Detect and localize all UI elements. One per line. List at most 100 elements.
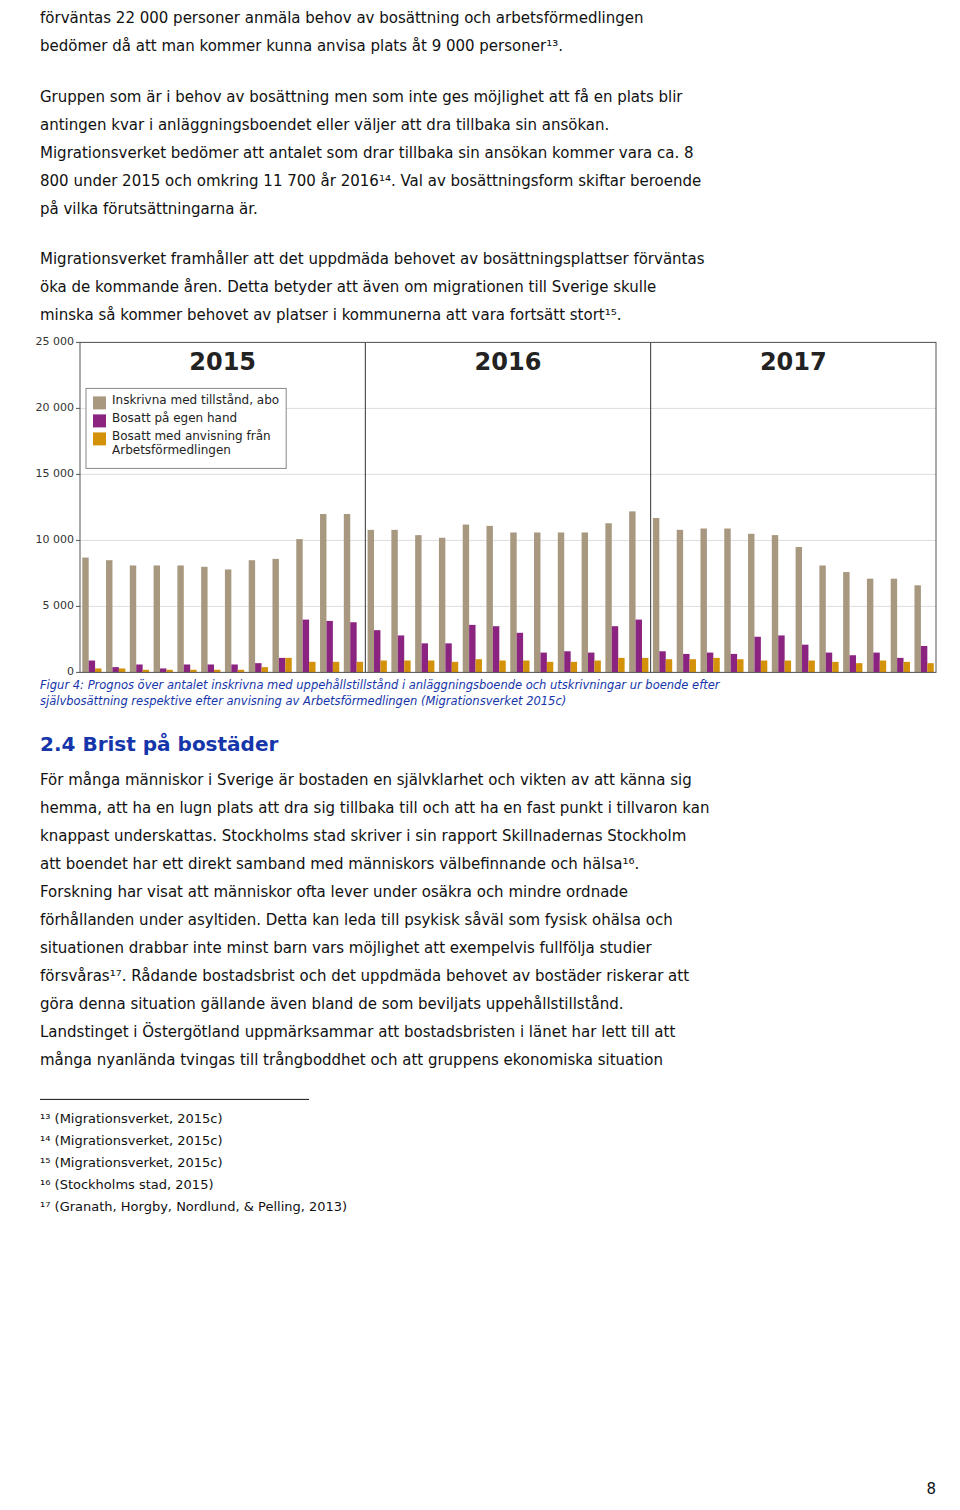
bar: [891, 579, 897, 673]
legend-label: Inskrivna med tillstånd, abo: [112, 393, 279, 407]
bar: [136, 664, 142, 672]
bar: [398, 635, 404, 672]
bar: [571, 662, 577, 673]
bar: [374, 630, 380, 672]
bar: [867, 579, 873, 673]
bar: [404, 661, 410, 673]
bar: [249, 560, 255, 672]
bar: [303, 620, 309, 673]
bar: [523, 661, 529, 673]
bar: [415, 535, 421, 672]
page-number: 8: [926, 1480, 936, 1498]
bar: [510, 532, 516, 672]
body-line: hemma, att ha en lugn plats att dra sig …: [40, 799, 709, 817]
bar: [225, 569, 231, 672]
grid-line: [80, 474, 936, 475]
bar: [320, 514, 326, 672]
legend-swatch: [93, 432, 106, 445]
paragraph-line: bedömer då att man kommer kunna anvisa p…: [40, 37, 563, 55]
legend-swatch: [93, 414, 106, 427]
bar: [796, 547, 802, 672]
bar: [754, 637, 760, 673]
tick-label: 25 000: [36, 335, 75, 348]
tick-mark: [76, 606, 80, 607]
bar: [469, 625, 475, 673]
bar: [130, 565, 136, 672]
bar: [486, 526, 492, 673]
bar: [499, 661, 505, 673]
footnote: ¹⁷ (Granath, Horgby, Nordlund, & Pelling…: [40, 1199, 347, 1214]
bar: [422, 643, 428, 672]
bar: [785, 661, 791, 673]
bar: [154, 565, 160, 672]
bar: [914, 585, 920, 672]
grid-line: [80, 606, 936, 607]
bar: [659, 651, 665, 672]
bar: [605, 523, 611, 672]
bar: [761, 661, 767, 673]
bar: [713, 658, 719, 673]
bar: [255, 663, 261, 672]
bars: [82, 511, 933, 672]
body-line: förhållanden under asyltiden. Detta kan …: [40, 911, 673, 929]
tick-mark: [76, 408, 80, 409]
year-label: 2017: [760, 348, 827, 376]
tick-mark: [76, 342, 80, 343]
bar: [724, 529, 730, 673]
bar: [772, 535, 778, 672]
bar: [112, 667, 118, 672]
bar: [636, 620, 642, 673]
bar: [683, 654, 689, 672]
body-line: Landstinget i Östergötland uppmärksammar…: [40, 1022, 675, 1041]
paragraph-line: öka de kommande åren. Detta betyder att …: [40, 278, 656, 296]
paragraph-line: 800 under 2015 och omkring 11 700 år 201…: [40, 172, 701, 190]
tick-label: 10 000: [36, 533, 75, 546]
tick-label: 5 000: [43, 599, 75, 612]
bar: [690, 659, 696, 672]
paragraph-line: Migrationsverket framhåller att det uppd…: [40, 250, 705, 268]
bar: [731, 654, 737, 672]
bar: [368, 530, 374, 673]
footnote: ¹³ (Migrationsverket, 2015c): [40, 1111, 222, 1126]
bar: [309, 662, 315, 673]
tick-mark: [76, 672, 80, 673]
bar: [558, 532, 564, 672]
bar: [231, 664, 237, 672]
bar: [850, 655, 856, 672]
group-divider: [650, 342, 651, 672]
section-header: 2.4 Brist på bostäder: [40, 732, 278, 756]
bar: [564, 651, 570, 672]
bar: [582, 532, 588, 672]
footnote: ¹⁵ (Migrationsverket, 2015c): [40, 1155, 222, 1170]
bar: [428, 661, 434, 673]
bar: [618, 658, 624, 673]
bar: [350, 622, 356, 672]
bar: [463, 525, 469, 673]
bar: [653, 518, 659, 672]
legend: Inskrivna med tillstånd, abo Bosatt på eg…: [86, 388, 286, 468]
bar: [629, 511, 635, 672]
bar: [594, 661, 600, 673]
tick-mark: [76, 540, 80, 541]
bar: [819, 565, 825, 672]
body-line: knappast underskattas. Stockholms stad s…: [40, 827, 686, 845]
bar: [677, 530, 683, 673]
bar: [279, 658, 285, 673]
legend-label: Bosatt på egen hand: [112, 411, 237, 425]
bar: [808, 661, 814, 673]
bar: [540, 653, 546, 673]
bar: [832, 662, 838, 673]
paragraph-line: antingen kvar i anläggningsboendet eller…: [40, 116, 609, 134]
bar: [700, 529, 706, 673]
year-label: 2015: [189, 348, 256, 376]
bar: [380, 661, 386, 673]
grid-line: [80, 540, 936, 541]
bar: [666, 659, 672, 672]
tick-mark: [76, 474, 80, 475]
bar: [904, 662, 910, 673]
bar: [612, 626, 618, 672]
bar: [737, 659, 743, 672]
body-line: För många människor i Sverige är bostade…: [40, 771, 692, 789]
body-line: situationen drabbar inte minst barn vars…: [40, 939, 653, 957]
bar: [344, 514, 350, 672]
